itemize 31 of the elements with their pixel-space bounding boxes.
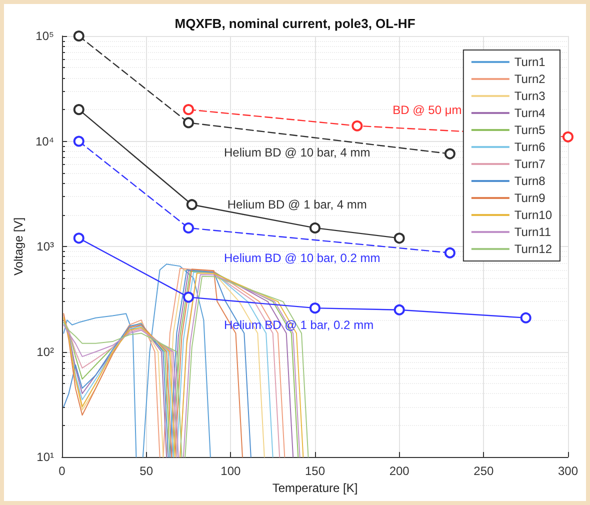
x-tick-label: 0 xyxy=(58,464,66,478)
legend-label: Turn2 xyxy=(514,72,546,86)
chart-title: MQXFB, nominal current, pole3, OL-HF xyxy=(174,16,416,31)
series-label: BD @ 50 μm xyxy=(392,102,462,117)
y-axis-title: Voltage [V] xyxy=(12,217,26,276)
legend-label: Turn7 xyxy=(514,157,546,171)
y-tick-label: 10¹ xyxy=(36,450,54,464)
x-tick-label: 200 xyxy=(389,464,410,478)
legend-label: Turn1 xyxy=(514,55,546,69)
legend-label: Turn3 xyxy=(514,89,546,103)
y-tick-label: 10⁴ xyxy=(35,134,54,148)
legend-label: Turn10 xyxy=(514,208,552,222)
x-tick-label: 50 xyxy=(140,464,154,478)
legend-label: Turn9 xyxy=(514,191,546,205)
series-label: Helium BD @ 10 bar, 4 mm xyxy=(224,146,370,160)
legend-label: Turn12 xyxy=(514,242,552,256)
x-tick-label: 100 xyxy=(220,464,241,478)
legend-label: Turn11 xyxy=(514,225,552,239)
y-tick-label: 10³ xyxy=(36,240,54,254)
legend-label: Turn8 xyxy=(514,174,546,188)
series-label: Helium BD @ 10 bar, 0.2 mm xyxy=(224,250,380,265)
legend-label: Turn4 xyxy=(514,106,546,120)
series-label: Helium BD @ 1 bar, 4 mm xyxy=(227,198,367,212)
x-tick-label: 300 xyxy=(558,464,578,478)
y-tick-label: 10² xyxy=(36,344,54,359)
legend-label: Turn6 xyxy=(514,140,546,154)
legend-label: Turn5 xyxy=(514,123,546,137)
y-tick-label: 10⁵ xyxy=(36,29,54,43)
x-tick-label: 250 xyxy=(474,464,494,478)
x-tick-label: 150 xyxy=(304,464,326,478)
x-axis-title: Temperature [K] xyxy=(272,480,358,495)
